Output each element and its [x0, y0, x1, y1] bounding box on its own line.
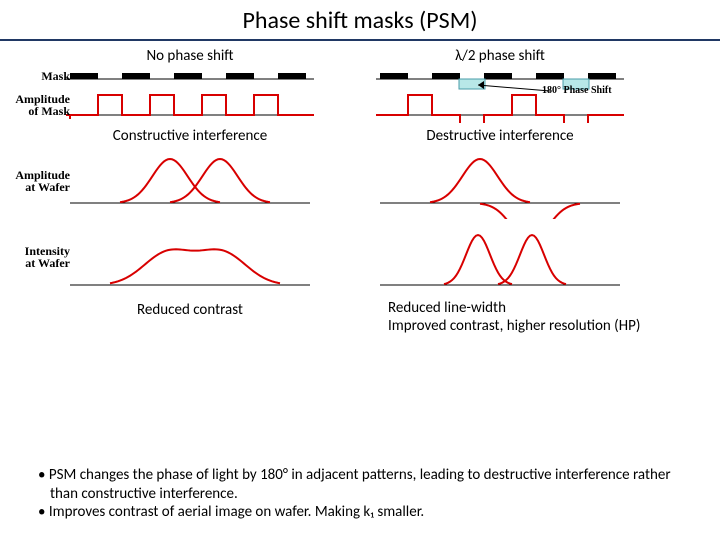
mask-diagram-left [60, 67, 320, 87]
bullet-1: • PSM changes the phase of light by 180°… [38, 466, 690, 504]
bullets: • PSM changes the phase of light by 180°… [38, 466, 690, 522]
right-sub2a: Reduced line-width [388, 299, 506, 317]
amp-wafer-right [370, 147, 630, 219]
label-intensity: Intensity at Wafer [14, 245, 70, 269]
right-heading: λ/2 phase shift [370, 47, 630, 65]
left-column: No phase shift Mask Amplitude of Mask Co… [60, 47, 370, 335]
slide-title: Phase shift masks (PSM) [0, 0, 720, 39]
right-sub1: Destructive interference [370, 127, 630, 145]
amp-mask-left [60, 89, 320, 123]
label-amp-wafer: Amplitude at Wafer [14, 169, 70, 193]
label-mask: Mask [14, 70, 70, 82]
intensity-left [60, 223, 320, 295]
label-amp-mask: Amplitude of Mask [14, 93, 70, 117]
bullet-2: • Improves contrast of aerial image on w… [38, 503, 690, 522]
intensity-right [370, 223, 630, 295]
left-sub1: Constructive interference [60, 127, 320, 145]
amp-wafer-left [60, 147, 320, 219]
left-heading: No phase shift [60, 47, 320, 65]
amp-mask-right [370, 89, 630, 123]
left-sub2: Reduced contrast [60, 301, 320, 319]
right-column: λ/2 phase shift 180° Phase Shift Destruc… [370, 47, 680, 335]
right-sub2b: Improved contrast, higher resolution (HP… [388, 317, 640, 335]
